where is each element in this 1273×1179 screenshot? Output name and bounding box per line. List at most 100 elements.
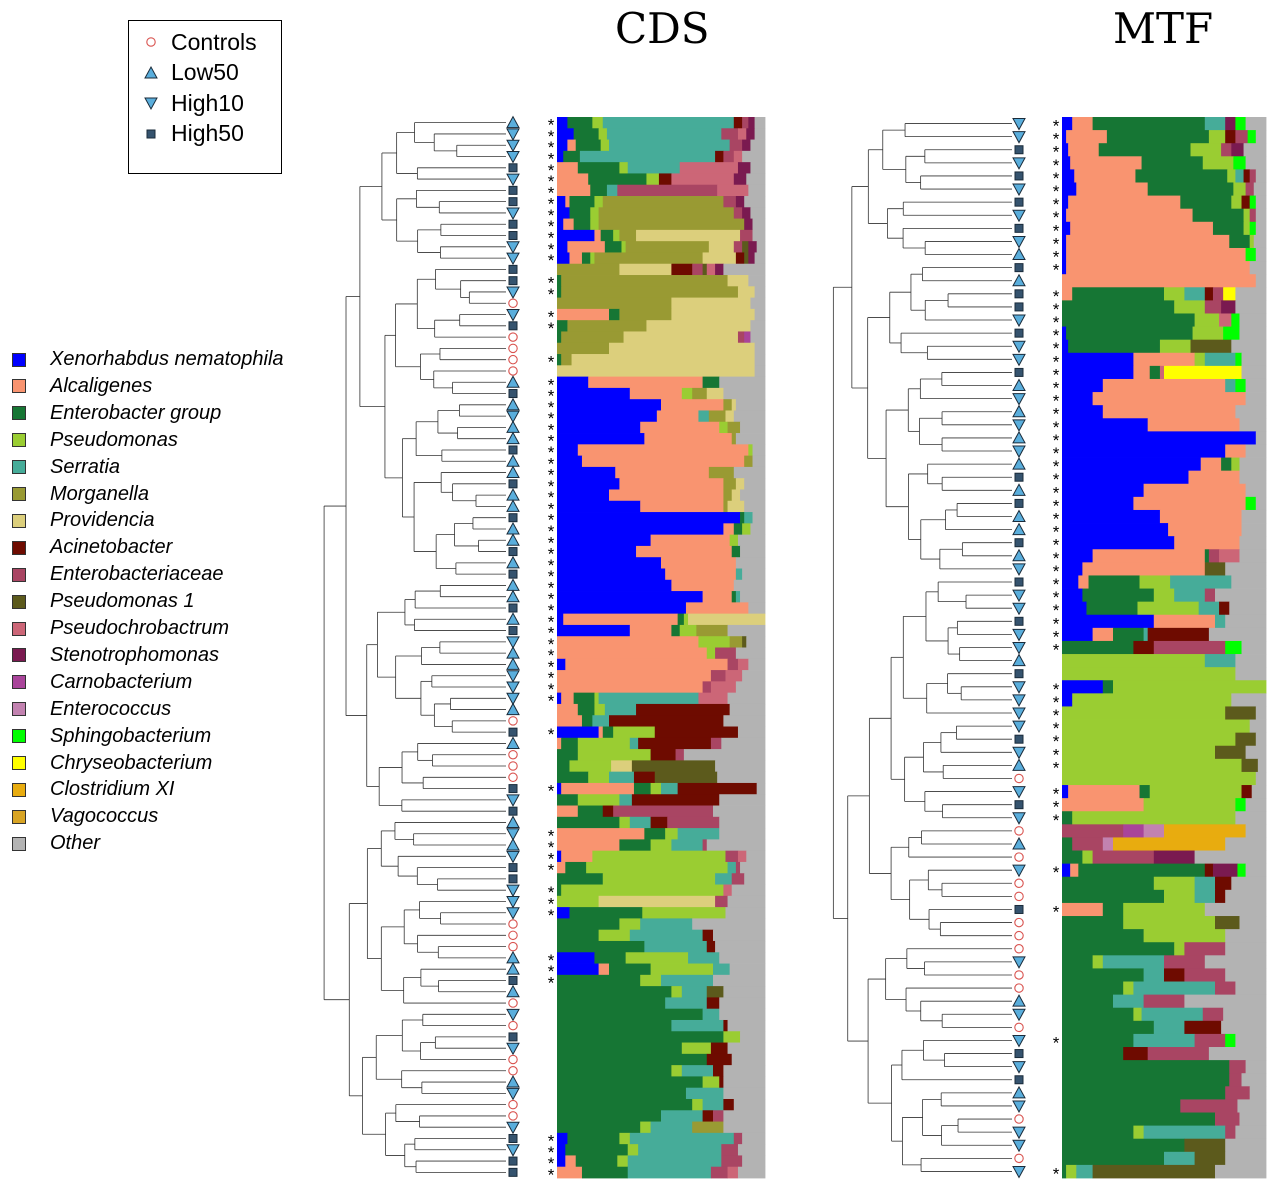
bar-segment bbox=[735, 252, 745, 265]
significance-star: * bbox=[548, 1131, 555, 1150]
bar-segment bbox=[569, 207, 591, 219]
bar-segment bbox=[721, 1144, 739, 1156]
sample-group-marker bbox=[1012, 720, 1026, 734]
bar-segment bbox=[577, 703, 595, 716]
significance-star: * bbox=[1053, 405, 1060, 424]
sample-group-marker bbox=[506, 1008, 520, 1022]
bar-segment bbox=[557, 433, 645, 445]
bar-segment bbox=[692, 1121, 724, 1134]
bar-segment bbox=[723, 1019, 728, 1032]
taxa-legend-label: Sphingobacterium bbox=[50, 724, 212, 747]
sample-group-marker bbox=[1012, 445, 1026, 459]
bar-segment bbox=[752, 455, 766, 468]
sample-group-marker bbox=[1012, 1100, 1026, 1114]
bar-segment bbox=[721, 128, 739, 140]
bar-segment bbox=[619, 839, 651, 852]
bar-segment bbox=[1062, 405, 1104, 419]
bar-segment bbox=[752, 512, 766, 524]
bar-segment bbox=[1062, 326, 1067, 341]
bar-segment bbox=[1225, 378, 1236, 393]
bar-segment bbox=[1062, 130, 1067, 144]
bar-segment bbox=[640, 421, 720, 434]
bar-segment bbox=[656, 410, 699, 423]
cds-panel: ****************************************… bbox=[323, 115, 766, 1179]
bar-segment bbox=[557, 602, 687, 615]
bar-segment bbox=[609, 489, 724, 502]
taxa-legend-item: Other bbox=[8, 830, 100, 857]
sample-group-marker bbox=[1014, 800, 1024, 810]
bar-segment bbox=[1070, 863, 1079, 878]
bar-segment bbox=[706, 940, 716, 953]
bar-segment bbox=[1249, 221, 1257, 236]
bar-segment bbox=[1204, 863, 1214, 878]
bar-segment bbox=[1223, 1007, 1267, 1022]
significance-star: * bbox=[548, 861, 555, 880]
bar-segment bbox=[671, 297, 751, 310]
bar-segment bbox=[1174, 588, 1206, 603]
bar-segment bbox=[696, 624, 728, 637]
bar-segment bbox=[609, 715, 724, 727]
bar-segment bbox=[1066, 234, 1230, 249]
significance-star: * bbox=[1053, 339, 1060, 358]
sample-group-marker bbox=[506, 895, 520, 909]
sample-group-marker bbox=[508, 185, 518, 195]
bar-segment bbox=[557, 196, 566, 208]
bar-segment bbox=[1147, 627, 1210, 642]
sample-group-marker bbox=[1012, 209, 1026, 223]
bar-segment bbox=[577, 162, 620, 174]
bar-segment bbox=[1062, 496, 1134, 511]
sample-group-marker bbox=[506, 670, 520, 683]
bar-segment bbox=[723, 884, 733, 897]
bar-segment bbox=[733, 150, 743, 163]
bar-segment bbox=[1102, 680, 1114, 694]
sample-group-marker bbox=[508, 1032, 518, 1042]
sample-group-marker bbox=[1014, 891, 1024, 902]
sample-group-marker bbox=[506, 309, 520, 322]
bar-segment bbox=[1243, 221, 1251, 236]
bar-segment bbox=[744, 218, 753, 231]
bar-segment bbox=[640, 1121, 651, 1134]
significance-star: * bbox=[548, 691, 555, 710]
bar-segment bbox=[650, 1121, 693, 1134]
bar-segment bbox=[557, 850, 562, 863]
bar-segment bbox=[1062, 221, 1071, 236]
bar-segment bbox=[590, 184, 608, 197]
significance-star: * bbox=[1053, 444, 1060, 463]
taxa-legend-item: Xenorhabdus nematophila bbox=[8, 346, 284, 373]
bar-segment bbox=[1204, 300, 1222, 314]
bar-segment bbox=[702, 1110, 714, 1122]
bar-segment bbox=[1062, 785, 1069, 799]
bar-segment bbox=[1076, 1164, 1093, 1179]
bar-segment bbox=[706, 997, 720, 1010]
bar-segment bbox=[723, 1121, 766, 1134]
bar-segment bbox=[735, 399, 766, 411]
group-legend-label: Low50 bbox=[171, 59, 239, 85]
bar-segment bbox=[557, 286, 562, 298]
bar-segment bbox=[733, 579, 766, 592]
bar-segment bbox=[744, 500, 766, 513]
bar-segment bbox=[1164, 1151, 1195, 1166]
bar-segment bbox=[727, 861, 737, 874]
bar-segment bbox=[752, 229, 766, 242]
sample-group-marker bbox=[508, 366, 518, 376]
significance-star: * bbox=[1053, 182, 1060, 201]
bar-segment bbox=[737, 850, 747, 863]
bar-segment bbox=[567, 1132, 620, 1145]
bar-segment bbox=[1062, 169, 1075, 183]
bar-segment bbox=[1223, 326, 1240, 341]
sample-group-marker bbox=[508, 975, 518, 985]
bar-segment bbox=[1225, 640, 1242, 655]
bar-segment bbox=[557, 839, 620, 852]
bar-segment bbox=[723, 523, 735, 536]
significance-star: * bbox=[548, 217, 555, 236]
sample-group-marker bbox=[508, 727, 518, 737]
sample-group-marker bbox=[506, 252, 520, 266]
sample-group-marker bbox=[1012, 694, 1026, 707]
bar-segment bbox=[671, 986, 683, 998]
sample-group-marker bbox=[508, 930, 518, 941]
bar-segment bbox=[727, 421, 741, 434]
sample-group-marker bbox=[1012, 1126, 1026, 1140]
bar-segment bbox=[746, 636, 766, 648]
bar-segment bbox=[598, 929, 631, 942]
sample-group-marker bbox=[1014, 734, 1024, 744]
